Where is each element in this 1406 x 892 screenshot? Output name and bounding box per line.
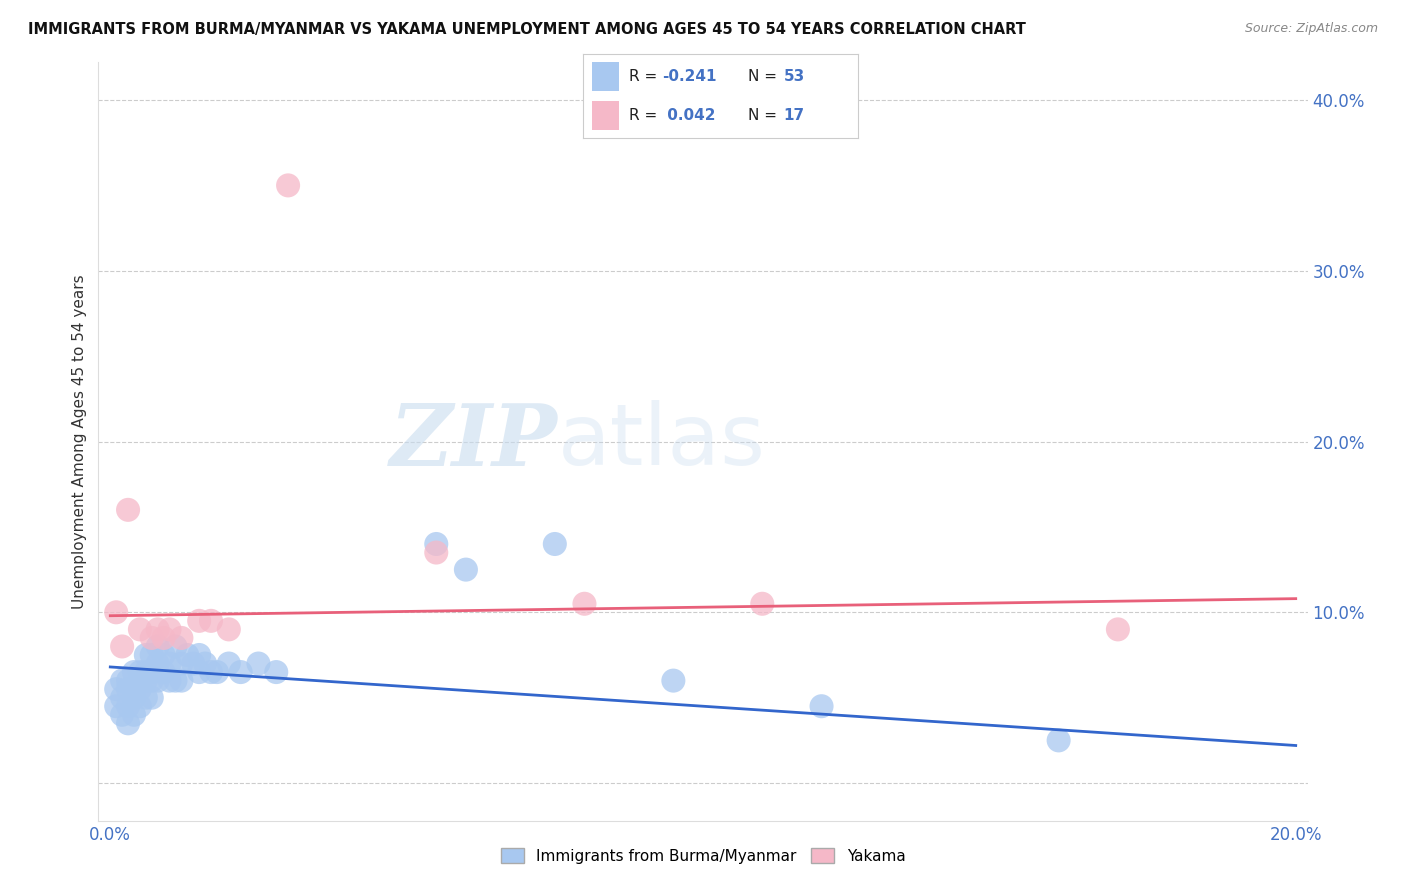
Point xyxy=(141,673,163,688)
Point xyxy=(218,623,240,637)
Text: ZIP: ZIP xyxy=(389,400,558,483)
Point xyxy=(111,690,134,705)
Point xyxy=(141,631,163,645)
Point xyxy=(122,690,145,705)
Text: 0.042: 0.042 xyxy=(662,108,716,123)
Text: R =: R = xyxy=(628,69,662,84)
Point xyxy=(105,605,128,619)
Point xyxy=(218,657,240,671)
Point xyxy=(170,657,193,671)
Point xyxy=(141,648,163,662)
Point xyxy=(122,682,145,697)
Point xyxy=(574,597,596,611)
Text: Source: ZipAtlas.com: Source: ZipAtlas.com xyxy=(1244,22,1378,36)
Point xyxy=(454,563,477,577)
Text: IMMIGRANTS FROM BURMA/MYANMAR VS YAKAMA UNEMPLOYMENT AMONG AGES 45 TO 54 YEARS C: IMMIGRANTS FROM BURMA/MYANMAR VS YAKAMA … xyxy=(28,22,1026,37)
Point xyxy=(141,690,163,705)
Point xyxy=(122,665,145,679)
Point xyxy=(810,699,832,714)
Point xyxy=(170,631,193,645)
Point xyxy=(135,665,157,679)
Point xyxy=(117,503,139,517)
Point xyxy=(544,537,567,551)
Point xyxy=(159,657,181,671)
Point xyxy=(111,640,134,654)
Point xyxy=(188,665,211,679)
Point xyxy=(181,657,204,671)
Point xyxy=(135,673,157,688)
Point xyxy=(247,657,270,671)
Point xyxy=(117,716,139,731)
Text: N =: N = xyxy=(748,108,782,123)
Point xyxy=(188,614,211,628)
Text: -0.241: -0.241 xyxy=(662,69,716,84)
Point xyxy=(111,673,134,688)
Point xyxy=(117,673,139,688)
Point xyxy=(135,690,157,705)
Point xyxy=(105,699,128,714)
Point xyxy=(277,178,299,193)
Point xyxy=(751,597,773,611)
Point xyxy=(152,665,174,679)
Point xyxy=(122,707,145,722)
Point xyxy=(205,665,228,679)
Text: R =: R = xyxy=(628,108,662,123)
Point xyxy=(425,537,447,551)
FancyBboxPatch shape xyxy=(592,62,619,91)
Point xyxy=(141,665,163,679)
Point xyxy=(264,665,287,679)
Point xyxy=(200,665,222,679)
Point xyxy=(129,673,152,688)
Point xyxy=(188,648,211,662)
Point xyxy=(111,707,134,722)
Point xyxy=(152,631,174,645)
Y-axis label: Unemployment Among Ages 45 to 54 years: Unemployment Among Ages 45 to 54 years xyxy=(72,274,87,609)
Point xyxy=(146,673,169,688)
Point xyxy=(146,657,169,671)
Point xyxy=(117,699,139,714)
Point xyxy=(159,623,181,637)
Text: 17: 17 xyxy=(783,108,804,123)
Point xyxy=(105,682,128,697)
FancyBboxPatch shape xyxy=(592,101,619,130)
Point xyxy=(200,614,222,628)
Point xyxy=(170,673,193,688)
Point xyxy=(117,682,139,697)
Point xyxy=(165,673,187,688)
Point xyxy=(129,623,152,637)
Point xyxy=(159,673,181,688)
Point xyxy=(176,648,198,662)
Point xyxy=(662,673,685,688)
Point xyxy=(129,665,152,679)
Point xyxy=(165,640,187,654)
Text: N =: N = xyxy=(748,69,782,84)
Text: atlas: atlas xyxy=(558,400,766,483)
Legend: Immigrants from Burma/Myanmar, Yakama: Immigrants from Burma/Myanmar, Yakama xyxy=(495,842,911,870)
Point xyxy=(425,545,447,559)
Point xyxy=(1047,733,1070,747)
Text: 53: 53 xyxy=(783,69,804,84)
Point xyxy=(135,648,157,662)
Point xyxy=(129,682,152,697)
Point xyxy=(146,623,169,637)
Point xyxy=(152,648,174,662)
Point xyxy=(146,640,169,654)
Point xyxy=(129,699,152,714)
Point xyxy=(194,657,217,671)
Point xyxy=(229,665,252,679)
Point xyxy=(1107,623,1129,637)
